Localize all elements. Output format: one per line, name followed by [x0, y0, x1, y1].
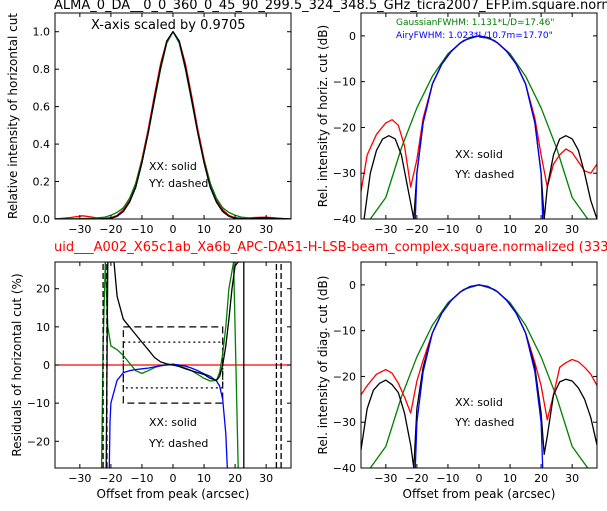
y-tick-label: −40	[333, 213, 356, 226]
x-tick-label: 30	[259, 472, 273, 485]
annotation-bl-0: XX: solid	[149, 416, 197, 429]
y-tick-label: −10	[27, 397, 50, 410]
y-tick-label: −30	[333, 416, 356, 429]
y-tick-label: 0	[349, 279, 356, 292]
y-tick-label: −10	[333, 325, 356, 338]
x-tick-label: 20	[228, 223, 242, 236]
annotation-tl-0: X-axis scaled by 0.9705	[91, 18, 246, 33]
x-tick-label: −30	[374, 472, 397, 485]
y-axis-label-tr: Rel. intensity of horiz. cut (dB)	[316, 25, 330, 207]
y-tick-label: 0.4	[33, 138, 51, 151]
x-tick-label: −20	[99, 223, 122, 236]
plot-area-tl	[55, 31, 291, 219]
x-axis-label-br: Offset from peak (arcsec)	[403, 487, 556, 501]
axes-frame-tr	[360, 12, 598, 220]
panel-br: −30 −20 −10 0 10 20 30 −40 −30 −20 −10 0 Rel. intens…	[316, 261, 598, 501]
x-tick-label: −20	[99, 472, 122, 485]
x-tick-label: −10	[436, 223, 459, 236]
x-tick-label: 0	[476, 472, 483, 485]
figure-title-mid: uid___A002_X65c1ab_Xa6b_APC-DA51-H-LSB-b…	[54, 240, 607, 255]
series-tl-green-2	[55, 31, 291, 219]
y-tick-label: 0.8	[33, 63, 51, 76]
series-br-green-0	[369, 284, 589, 468]
x-tick-label: 0	[170, 223, 177, 236]
annotation-tl-2: YY: dashed	[148, 177, 208, 190]
panel-tl: −30 −20 −10 0 10 20 30 0.0 0.2 0.4 0.6 0.8 1.0 Relati…	[6, 12, 292, 236]
annotation-tr-2: XX: solid	[455, 148, 503, 161]
series-tl-red-0	[55, 31, 291, 219]
annotation-bl-1: YY: dashed	[148, 437, 208, 450]
y-axis-label-bl: Residuals of horizontal cut (%)	[10, 273, 24, 456]
x-tick-label: 0	[476, 223, 483, 236]
x-tick-label: 20	[534, 223, 548, 236]
annotation-br-1: YY: dashed	[454, 416, 514, 429]
y-tick-label: 0	[43, 359, 50, 372]
annotation-tr-1: AiryFWHM: 1.023*L/10.7m=17.70"	[396, 31, 553, 41]
plot-area-tr	[361, 35, 597, 219]
axes-frame-br	[360, 261, 598, 469]
series-br-blue-3	[414, 284, 544, 468]
x-tick-label: −30	[374, 223, 397, 236]
x-tick-label: 30	[259, 223, 273, 236]
series-tr-blue-3	[414, 35, 544, 219]
x-tick-label: −10	[130, 472, 153, 485]
y-tick-label: −10	[333, 76, 356, 89]
series-br-black-2	[361, 284, 597, 468]
y-tick-label: 0.6	[33, 101, 51, 114]
y-tick-label: 20	[36, 283, 50, 296]
panel-tr: −30 −20 −10 0 10 20 30 −40 −30 −20 −10 0 Rel. intens…	[316, 12, 598, 236]
y-tick-label: 0	[349, 30, 356, 43]
y-tick-label: −20	[333, 121, 356, 134]
annotation-tr-0: GaussianFWHM: 1.131*L/D=17.46"	[396, 18, 554, 28]
plot-area-br	[361, 284, 597, 468]
x-tick-label: 10	[197, 472, 211, 485]
y-tick-label: −40	[333, 462, 356, 475]
x-tick-label: −20	[405, 472, 428, 485]
x-tick-label: 30	[565, 223, 579, 236]
x-axis-label-bl: Offset from peak (arcsec)	[97, 487, 250, 501]
y-axis-label-br: Rel. intensity of diag. cut (dB)	[316, 276, 330, 455]
x-tick-label: −10	[130, 223, 153, 236]
x-tick-label: 10	[503, 472, 517, 485]
x-tick-label: −30	[68, 223, 91, 236]
x-tick-label: 20	[228, 472, 242, 485]
y-tick-label: 0.0	[33, 213, 51, 226]
y-axis-label-tl: Relative intensity of horizontal cut	[6, 13, 20, 219]
x-tick-label: 30	[565, 472, 579, 485]
x-tick-label: 10	[197, 223, 211, 236]
y-tick-label: −20	[27, 435, 50, 448]
figure-title-top: ALMA_0_DA__0_0_360_0_45_90_299.5_324_348…	[54, 0, 607, 13]
y-tick-label: 10	[36, 321, 50, 334]
x-tick-label: −10	[436, 472, 459, 485]
plot-area-bl	[55, 262, 291, 468]
series-tl-black-3	[55, 31, 291, 219]
x-tick-label: 20	[534, 472, 548, 485]
series-tl-blue-1	[55, 31, 291, 219]
annotation-br-0: XX: solid	[455, 396, 503, 409]
series-bl-black-3	[105, 262, 242, 468]
y-tick-label: −20	[333, 370, 356, 383]
x-tick-label: −30	[68, 472, 91, 485]
y-tick-label: −30	[333, 167, 356, 180]
x-tick-label: 10	[503, 223, 517, 236]
annotation-tr-3: YY: dashed	[454, 168, 514, 181]
x-tick-label: 0	[170, 472, 177, 485]
y-tick-label: 0.2	[33, 176, 51, 189]
x-tick-label: −20	[405, 223, 428, 236]
y-tick-label: 1.0	[33, 26, 51, 39]
annotation-tl-1: XX: solid	[149, 160, 197, 173]
series-tr-green-0	[369, 35, 589, 219]
panel-bl: −30 −20 −10 0 10 20 30 −20 −10 0 10 20 Residuals of …	[10, 261, 292, 501]
